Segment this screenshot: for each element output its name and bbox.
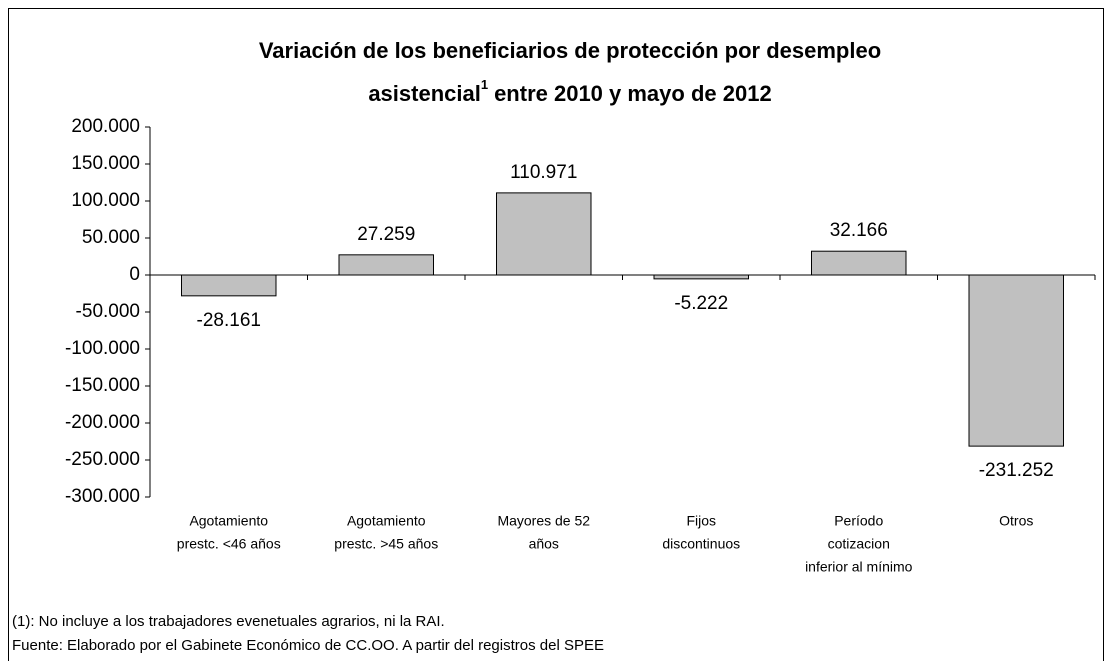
- source-note: Fuente: Elaborado por el Gabinete Económ…: [12, 637, 604, 654]
- y-tick-label: -150.000: [65, 375, 140, 396]
- data-label: 32.166: [830, 220, 888, 241]
- y-tick-label: -100.000: [65, 338, 140, 359]
- y-tick-label: 150.000: [71, 153, 140, 174]
- x-tick-label: discontinuos: [662, 536, 740, 552]
- footnote: (1): No incluye a los trabajadores evene…: [12, 613, 445, 630]
- bar: [181, 274, 277, 297]
- y-tick-label: 200.000: [71, 116, 140, 137]
- x-tick-label: inferior al mínimo: [805, 559, 913, 575]
- data-label: -28.161: [197, 310, 261, 331]
- chart-title-part: entre 2010 y mayo de 2012: [494, 81, 772, 106]
- data-label: 27.259: [357, 224, 415, 245]
- chart-title-part: asistencial: [368, 81, 481, 106]
- y-tick-label: 100.000: [71, 190, 140, 211]
- y-tick-label: -250.000: [65, 449, 140, 470]
- y-tick-label: -200.000: [65, 412, 140, 433]
- bar: [496, 192, 592, 276]
- data-label: 110.971: [510, 162, 577, 183]
- x-tick-label: Fijos: [686, 513, 716, 529]
- x-tick-label: Agotamiento: [347, 513, 426, 529]
- bar: [653, 274, 749, 280]
- y-tick-label: 50.000: [82, 227, 140, 248]
- x-tick-label: Otros: [999, 513, 1033, 529]
- x-tick-label: Mayores de 52: [497, 513, 590, 529]
- chart-title: Variación de los beneficiarios de protec…: [259, 38, 881, 63]
- x-tick-label: Período: [834, 513, 883, 529]
- x-tick-label: años: [529, 536, 559, 552]
- y-tick-label: 0: [129, 264, 140, 285]
- data-label: -5.222: [674, 293, 728, 314]
- bar: [811, 250, 907, 276]
- bar: [338, 254, 434, 276]
- x-tick-label: Agotamiento: [189, 513, 268, 529]
- y-tick-label: -50.000: [76, 301, 140, 322]
- x-tick-label: prestc. <46 años: [177, 536, 281, 552]
- chart-title: asistencial1 entre 2010 y mayo de 2012: [368, 77, 771, 105]
- data-label: -231.252: [979, 460, 1054, 481]
- x-tick-label: cotizacion: [828, 536, 890, 552]
- x-tick-label: prestc. >45 años: [334, 536, 438, 552]
- bar: [968, 274, 1064, 447]
- chart-frame: [8, 8, 1104, 661]
- chart-title-superscript: 1: [481, 77, 488, 92]
- y-tick-label: -300.000: [65, 486, 140, 507]
